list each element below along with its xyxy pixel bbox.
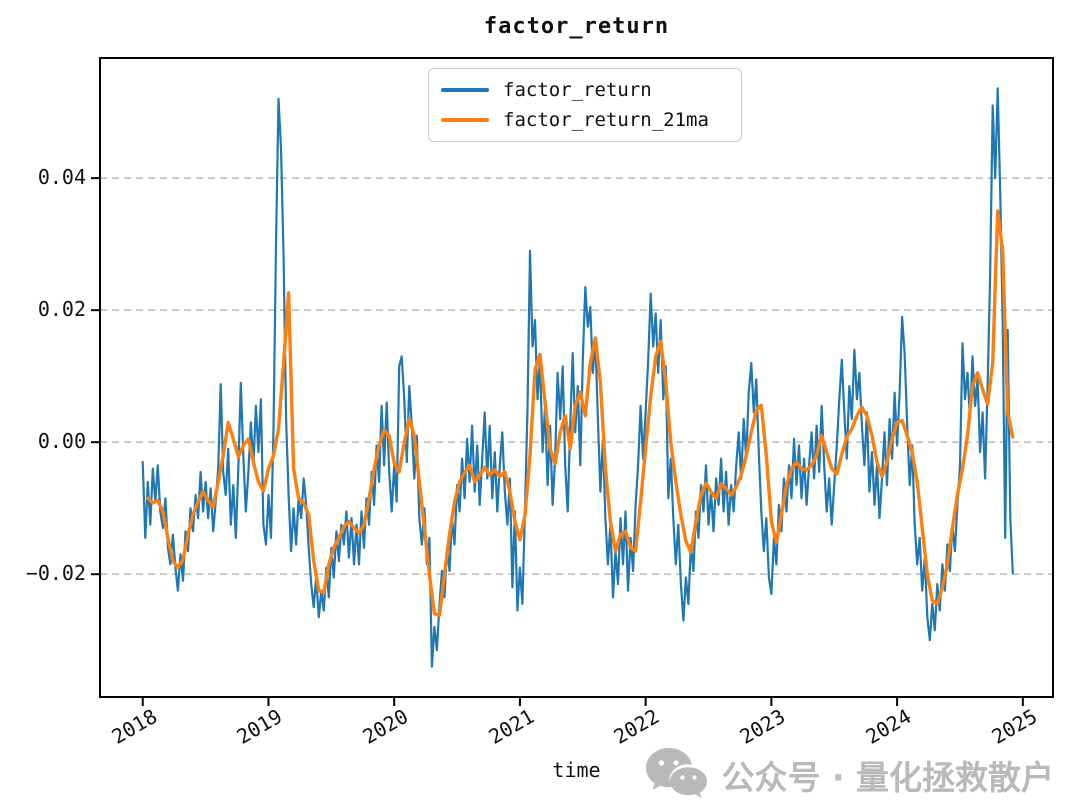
watermark-text: 公众号 · 量化拯救散户: [721, 758, 1054, 797]
legend-entry-factor-return: factor_return: [441, 79, 727, 101]
watermark: 公众号 · 量化拯救散户: [645, 746, 1054, 804]
x-axis-label: time: [552, 758, 601, 782]
legend-label: factor_return: [503, 79, 652, 101]
legend-entry-factor-return-21ma: factor_return_21ma: [441, 109, 727, 131]
legend-line-orange: [441, 118, 489, 122]
y-tick-label: 0.00: [37, 429, 86, 454]
legend-line-blue: [441, 88, 489, 92]
series-line-factor_return: [141, 87, 1014, 668]
y-tick-label: 0.02: [37, 297, 86, 322]
legend-label: factor_return_21ma: [503, 109, 709, 131]
plot-border: [99, 57, 1054, 698]
series-line-factor_return_21ma: [146, 209, 1015, 617]
wechat-icon: [646, 748, 708, 798]
y-tick-label: 0.04: [37, 165, 86, 190]
chart-title: factor_return: [483, 14, 670, 39]
legend: factor_return factor_return_21ma: [428, 68, 742, 142]
y-tick-label: −0.02: [25, 561, 86, 586]
